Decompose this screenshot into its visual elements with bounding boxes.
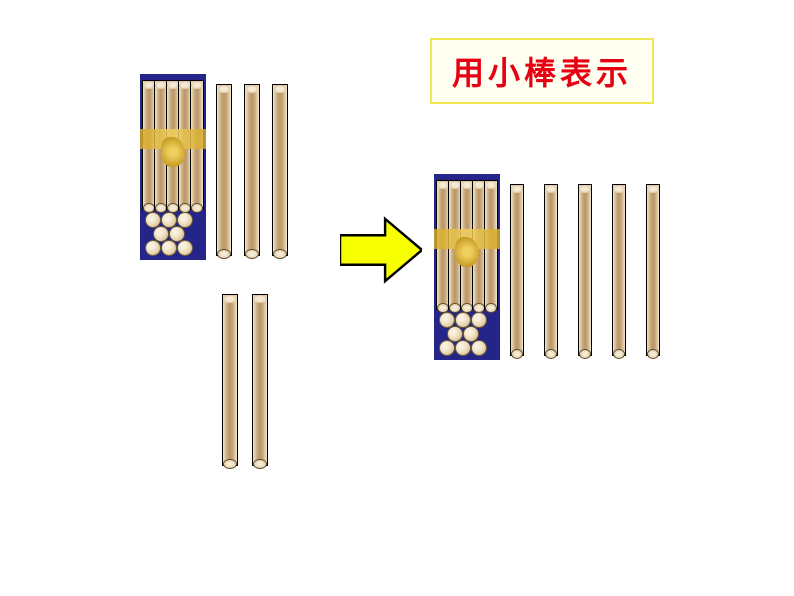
stick bbox=[646, 184, 660, 356]
stick bbox=[544, 184, 558, 356]
stick bbox=[252, 294, 268, 466]
stick-end-circle bbox=[455, 340, 471, 356]
bundle bbox=[434, 174, 500, 360]
tie-knot bbox=[455, 237, 479, 267]
stick bbox=[244, 84, 260, 256]
stick-end-circle bbox=[145, 240, 161, 256]
stick bbox=[578, 184, 592, 356]
arrow-right bbox=[340, 215, 422, 285]
arrow-icon bbox=[340, 215, 422, 285]
stick bbox=[216, 84, 232, 256]
stick bbox=[612, 184, 626, 356]
stick bbox=[222, 294, 238, 466]
stick bbox=[272, 84, 288, 256]
stick-end-circle bbox=[439, 340, 455, 356]
stick-end-circle bbox=[161, 240, 177, 256]
title-text: 用小棒表示 bbox=[452, 55, 632, 91]
stick-end-circle bbox=[177, 240, 193, 256]
stick-end-circle bbox=[471, 340, 487, 356]
stick bbox=[510, 184, 524, 356]
title-box: 用小棒表示 bbox=[430, 38, 654, 104]
tie-knot bbox=[161, 137, 185, 167]
bundle bbox=[140, 74, 206, 260]
